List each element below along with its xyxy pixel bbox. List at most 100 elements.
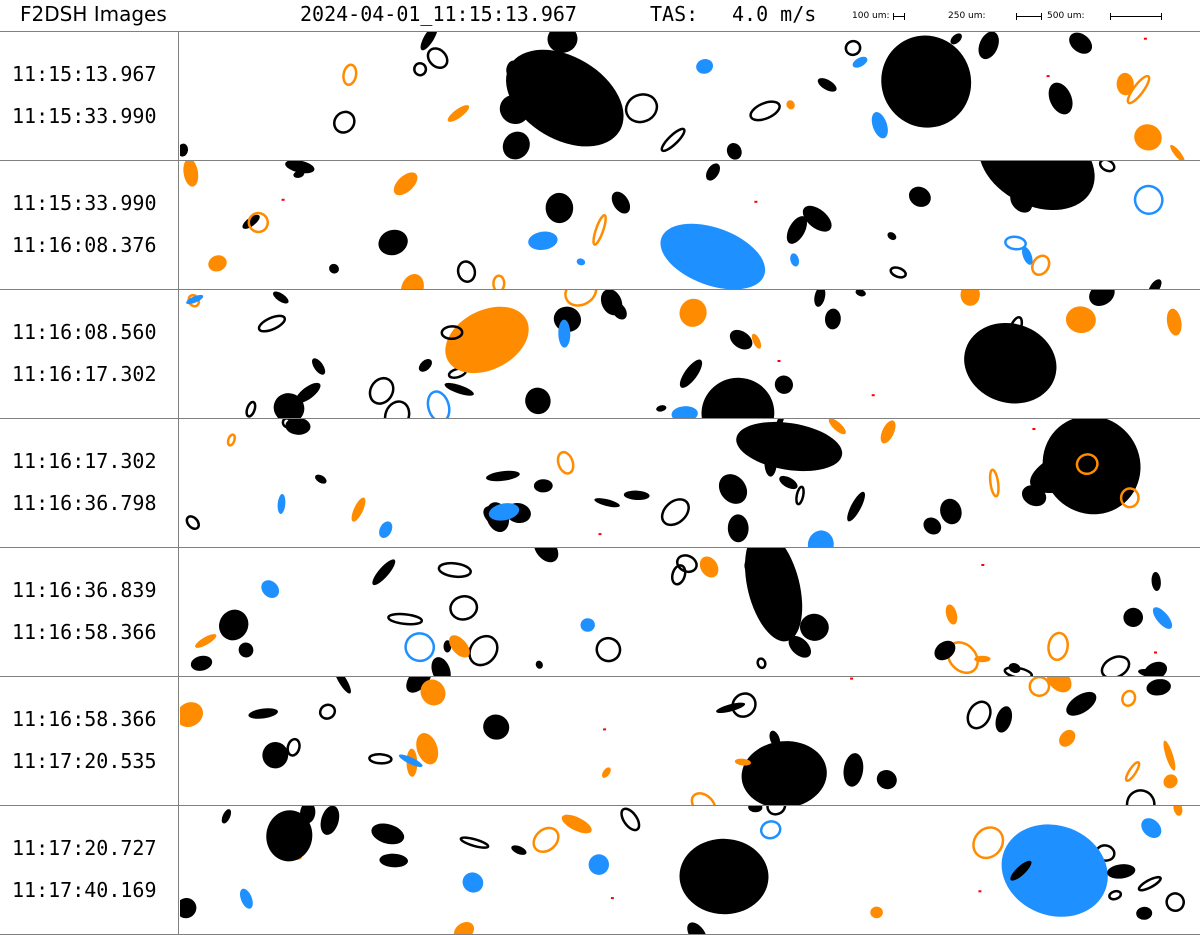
particle xyxy=(1075,453,1099,476)
particle xyxy=(1123,607,1143,628)
strip-start-time: 11:15:33.990 xyxy=(12,191,157,215)
particle xyxy=(756,657,767,670)
particle xyxy=(1108,889,1123,901)
particle xyxy=(426,390,451,418)
particle xyxy=(716,702,746,714)
time-column: 11:15:13.967 11:15:33.990 xyxy=(0,32,179,160)
particle xyxy=(1059,729,1076,747)
particle xyxy=(449,595,479,621)
particle-image-area xyxy=(180,419,1200,547)
particle xyxy=(602,767,611,778)
image-strip: 11:16:08.560 11:16:17.302 xyxy=(0,289,1200,418)
particle xyxy=(828,419,846,435)
particle xyxy=(777,360,781,362)
particle xyxy=(379,853,408,868)
particle xyxy=(734,758,751,766)
particle xyxy=(180,143,189,157)
strip-end-time: 11:16:17.302 xyxy=(12,362,157,386)
particle xyxy=(1048,82,1073,115)
particle xyxy=(420,32,438,51)
time-column: 11:15:33.990 11:16:08.376 xyxy=(0,161,179,289)
strip-start-time: 11:16:08.560 xyxy=(12,320,157,344)
particle xyxy=(453,921,475,934)
particle xyxy=(748,806,763,813)
particle xyxy=(1121,689,1137,708)
particle xyxy=(383,400,411,418)
particle xyxy=(1089,290,1115,306)
particle xyxy=(238,642,254,658)
particle xyxy=(679,298,707,327)
particle xyxy=(754,200,758,203)
particle xyxy=(988,468,1000,498)
particle xyxy=(779,475,798,490)
particle xyxy=(545,192,574,224)
particle xyxy=(277,494,286,514)
strip-start-time: 11:16:36.839 xyxy=(12,578,157,602)
particle xyxy=(440,325,464,341)
particle xyxy=(506,49,624,147)
strip-end-time: 11:15:33.990 xyxy=(12,104,157,128)
particle xyxy=(334,677,351,694)
particle xyxy=(687,922,707,934)
particle xyxy=(295,382,321,404)
particle xyxy=(1125,789,1156,805)
particle xyxy=(934,640,956,661)
scale-bar-100 xyxy=(893,13,905,20)
particle xyxy=(1021,485,1047,507)
particle xyxy=(786,100,795,110)
particle xyxy=(1152,607,1173,629)
particle xyxy=(1141,818,1162,839)
scale-label-100: 100 um: xyxy=(852,11,890,21)
particle xyxy=(1100,655,1131,676)
particle xyxy=(247,211,270,234)
image-strips: 11:15:13.967 11:15:33.990 11:15:33.990 1… xyxy=(0,31,1200,935)
particle xyxy=(257,314,287,333)
particle-image xyxy=(183,161,1164,289)
particle xyxy=(660,223,766,289)
particle xyxy=(656,405,667,412)
particle xyxy=(195,634,217,648)
particle xyxy=(312,358,326,375)
particle xyxy=(611,302,627,320)
particle xyxy=(594,498,620,508)
scale-label-250: 250 um: xyxy=(948,11,986,21)
particle xyxy=(379,521,393,538)
particle xyxy=(1154,651,1157,654)
particle xyxy=(623,490,650,501)
particle xyxy=(588,854,610,875)
particle xyxy=(1119,487,1140,509)
scale-bar-500 xyxy=(1110,13,1162,20)
particle xyxy=(449,635,470,658)
particle xyxy=(387,612,424,626)
particle xyxy=(580,618,595,632)
particle xyxy=(696,59,714,74)
particle xyxy=(1046,75,1050,78)
particle xyxy=(447,105,470,122)
particle xyxy=(444,382,474,396)
particle xyxy=(908,186,931,207)
particle xyxy=(431,657,451,676)
particle xyxy=(671,406,698,418)
particle xyxy=(404,632,436,663)
particle xyxy=(624,93,659,124)
strip-start-time: 11:16:17.302 xyxy=(12,449,157,473)
particle xyxy=(675,554,698,574)
particle xyxy=(814,290,826,307)
particle xyxy=(273,291,289,304)
particle xyxy=(876,769,897,790)
particle xyxy=(1134,124,1162,151)
particle xyxy=(185,515,200,531)
strip-end-time: 11:17:20.535 xyxy=(12,749,157,773)
particle xyxy=(406,677,433,693)
particle xyxy=(786,216,808,244)
particle xyxy=(751,333,762,349)
particle xyxy=(462,872,484,893)
particle xyxy=(964,322,1057,404)
particle xyxy=(400,273,424,289)
particle xyxy=(1004,235,1027,251)
particle xyxy=(1148,279,1162,289)
particle xyxy=(1010,190,1033,213)
particle xyxy=(766,806,787,816)
particle xyxy=(285,419,311,435)
particle xyxy=(978,890,982,893)
